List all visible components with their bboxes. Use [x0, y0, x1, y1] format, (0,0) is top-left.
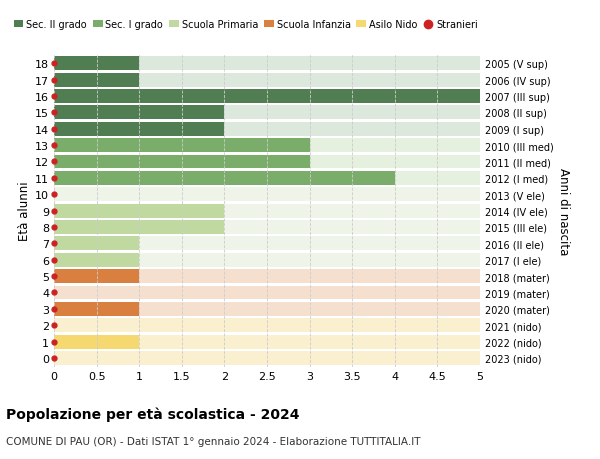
Bar: [54, 155, 310, 169]
Bar: [54, 139, 310, 153]
Bar: [54, 73, 139, 87]
Bar: [54, 302, 139, 316]
Bar: [54, 269, 480, 284]
Text: Popolazione per età scolastica - 2024: Popolazione per età scolastica - 2024: [6, 406, 299, 421]
Bar: [54, 106, 480, 120]
Bar: [54, 139, 480, 153]
Bar: [54, 188, 480, 202]
Bar: [54, 204, 480, 218]
Y-axis label: Anni di nascita: Anni di nascita: [557, 168, 570, 255]
Bar: [54, 123, 480, 136]
Bar: [54, 220, 480, 235]
Bar: [54, 220, 224, 235]
Bar: [54, 335, 480, 349]
Bar: [54, 319, 480, 332]
Bar: [54, 90, 480, 104]
Bar: [54, 237, 139, 251]
Bar: [54, 172, 480, 185]
Bar: [54, 253, 480, 267]
Bar: [54, 172, 395, 185]
Text: COMUNE DI PAU (OR) - Dati ISTAT 1° gennaio 2024 - Elaborazione TUTTITALIA.IT: COMUNE DI PAU (OR) - Dati ISTAT 1° genna…: [6, 436, 421, 446]
Legend: Sec. II grado, Sec. I grado, Scuola Primaria, Scuola Infanzia, Asilo Nido, Stran: Sec. II grado, Sec. I grado, Scuola Prim…: [10, 16, 482, 34]
Bar: [54, 123, 224, 136]
Bar: [54, 155, 480, 169]
Bar: [54, 253, 139, 267]
Bar: [54, 351, 480, 365]
Bar: [54, 57, 480, 71]
Bar: [54, 73, 480, 87]
Bar: [54, 269, 139, 284]
Bar: [54, 286, 480, 300]
Bar: [54, 302, 480, 316]
Y-axis label: Età alunni: Età alunni: [18, 181, 31, 241]
Bar: [54, 90, 480, 104]
Bar: [54, 204, 224, 218]
Bar: [54, 335, 139, 349]
Bar: [54, 106, 224, 120]
Bar: [54, 237, 480, 251]
Bar: [54, 57, 139, 71]
